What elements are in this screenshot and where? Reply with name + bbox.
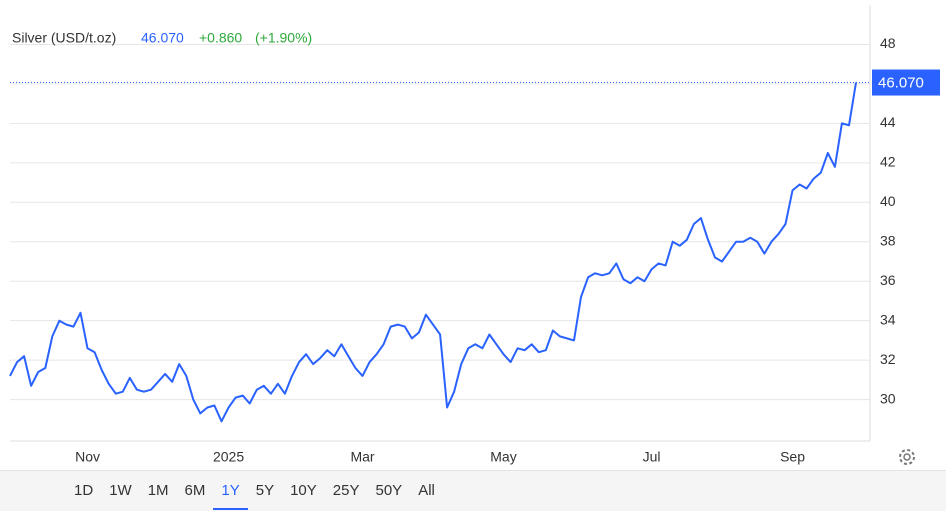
- y-tick-label: 34: [880, 311, 896, 327]
- y-tick-label: 44: [880, 114, 896, 130]
- instrument-title: Silver (USD/t.oz): [12, 30, 116, 46]
- x-tick-label: Nov: [75, 449, 100, 465]
- y-tick-label: 42: [880, 154, 896, 170]
- range-button[interactable]: 50Y: [375, 482, 403, 499]
- y-tick-label: 36: [880, 272, 896, 288]
- x-tick-label: Sep: [780, 449, 805, 465]
- range-button[interactable]: 25Y: [332, 482, 360, 499]
- change: +0.860: [199, 30, 242, 46]
- range-button[interactable]: 10Y: [290, 482, 317, 499]
- y-tick-label: 30: [880, 390, 896, 406]
- price-line: [9, 82, 857, 423]
- y-tick-label: 32: [880, 351, 896, 367]
- settings-icon[interactable]: [899, 449, 915, 465]
- y-tick-label: 38: [880, 232, 896, 248]
- range-button[interactable]: 6M: [184, 482, 206, 499]
- grid: [10, 5, 871, 442]
- x-tick-label: Jul: [643, 449, 661, 465]
- range-button[interactable]: 1D: [74, 482, 94, 499]
- range-button[interactable]: 5Y: [255, 482, 275, 499]
- y-tick-label: 48: [880, 35, 896, 51]
- range-selector: 1D 1W 1M 6M 1Y 5Y 10Y 25Y 50Y All: [0, 470, 946, 511]
- x-tick-label: May: [490, 449, 516, 465]
- x-tick-label: Mar: [350, 449, 374, 465]
- range-button[interactable]: 1M: [147, 482, 169, 499]
- price-tag: 46.070: [878, 75, 924, 92]
- range-button[interactable]: 1Y: [213, 472, 248, 510]
- chart: Silver (USD/t.oz) 46.070 +0.860 (+1.90%)…: [9, 5, 940, 465]
- y-tick-label: 40: [880, 193, 896, 209]
- price-tag-bg: [872, 69, 940, 96]
- price: 46.070: [141, 30, 184, 46]
- range-button[interactable]: 1W: [109, 482, 132, 499]
- change-percent: (+1.90%): [255, 30, 312, 46]
- x-tick-label: 2025: [213, 449, 244, 465]
- range-button[interactable]: All: [418, 482, 435, 499]
